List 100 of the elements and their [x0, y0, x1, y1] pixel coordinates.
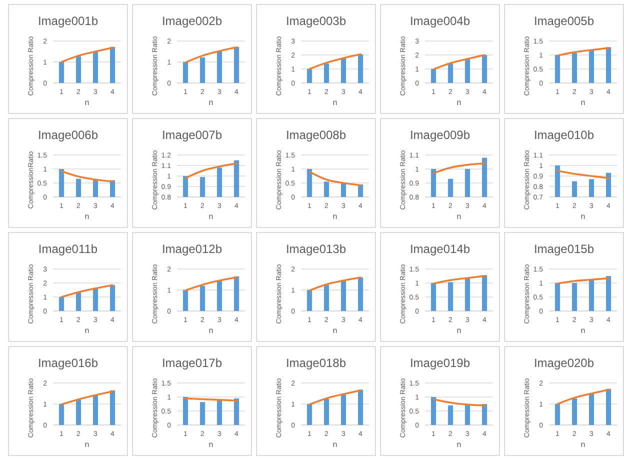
bar [606, 276, 612, 311]
bar [324, 398, 330, 425]
line-series [184, 276, 238, 292]
bar [324, 284, 330, 311]
bar [340, 280, 346, 311]
x-axis-title: n [208, 326, 214, 335]
bar [572, 53, 578, 83]
x-axis-title: n [84, 440, 90, 449]
bar [324, 182, 330, 197]
line-series [184, 46, 238, 64]
chart-title: Image016b [38, 356, 98, 370]
bar [182, 62, 188, 83]
x-axis-title: n [456, 98, 462, 107]
bar [606, 388, 612, 425]
line-series [432, 162, 486, 174]
bar [572, 398, 578, 425]
bar [448, 405, 454, 425]
bar [482, 404, 488, 425]
line-series [308, 53, 362, 70]
chart-title: Image003b [286, 14, 346, 28]
line-series [432, 398, 486, 406]
bar [76, 292, 82, 311]
bar [58, 62, 64, 83]
chart-title: Image006b [38, 128, 98, 142]
bar [306, 169, 312, 197]
chart-title: Image014b [410, 242, 470, 256]
chart-title: Image007b [162, 128, 222, 142]
bar [306, 404, 312, 425]
bar [182, 290, 188, 311]
chart-title: Image018b [286, 356, 346, 370]
bar [92, 396, 98, 425]
bar [448, 282, 454, 311]
bar [606, 47, 612, 83]
chart-title: Image017b [162, 356, 222, 370]
x-axis-title: n [456, 440, 462, 449]
bar [588, 50, 594, 83]
bar [92, 52, 98, 83]
bar [358, 390, 364, 425]
x-axis-title: n [456, 326, 462, 335]
bar [306, 69, 312, 83]
bar [340, 394, 346, 425]
line-series [60, 46, 114, 63]
bar [482, 275, 488, 311]
line-series [556, 47, 610, 56]
bar [92, 288, 98, 311]
bar [110, 390, 116, 425]
bar [340, 183, 346, 197]
bar [340, 58, 346, 83]
chart-title: Image015b [534, 242, 594, 256]
bar [200, 57, 206, 83]
bar [464, 278, 470, 311]
x-axis-title: n [208, 212, 214, 221]
chart-title: Image010b [534, 128, 594, 142]
bar [110, 180, 116, 197]
bar [430, 283, 436, 311]
bar [482, 55, 488, 83]
bar [358, 277, 364, 311]
x-axis-title: n [580, 98, 586, 107]
line-series [308, 389, 362, 406]
x-axis-title: n [580, 326, 586, 335]
x-axis-title: n [456, 212, 462, 221]
chart-title: Image019b [410, 356, 470, 370]
bar [448, 63, 454, 83]
x-axis-title: n [332, 326, 338, 335]
chart-title: Image020b [534, 356, 594, 370]
bar [430, 69, 436, 83]
bar [110, 285, 116, 311]
line-series [556, 170, 610, 179]
bar [58, 169, 64, 197]
line-series [308, 276, 362, 292]
chart-title: Image012b [162, 242, 222, 256]
x-axis-title: n [84, 98, 90, 107]
bar [554, 55, 560, 83]
bar [234, 46, 240, 83]
bar [76, 178, 82, 197]
chart-title: Image008b [286, 128, 346, 142]
x-axis-title: n [332, 98, 338, 107]
bar [306, 290, 312, 311]
bar [588, 394, 594, 425]
bar [358, 54, 364, 83]
bar [200, 286, 206, 311]
x-axis-title: n [208, 440, 214, 449]
bar [92, 180, 98, 197]
line-series [60, 170, 114, 182]
bar [554, 404, 560, 425]
line-series [556, 388, 610, 405]
chart-title: Image005b [534, 14, 594, 28]
bar [216, 280, 222, 311]
line-series [432, 275, 486, 284]
bar [58, 404, 64, 425]
chart-title: Image002b [162, 14, 222, 28]
bar [464, 404, 470, 425]
line-series [308, 170, 362, 186]
chart-title: Image004b [410, 14, 470, 28]
line-series [60, 390, 114, 406]
bar [324, 63, 330, 83]
x-axis-title: n [84, 326, 90, 335]
bar [554, 283, 560, 311]
x-axis-title: n [580, 212, 586, 221]
x-axis-title: n [332, 440, 338, 449]
